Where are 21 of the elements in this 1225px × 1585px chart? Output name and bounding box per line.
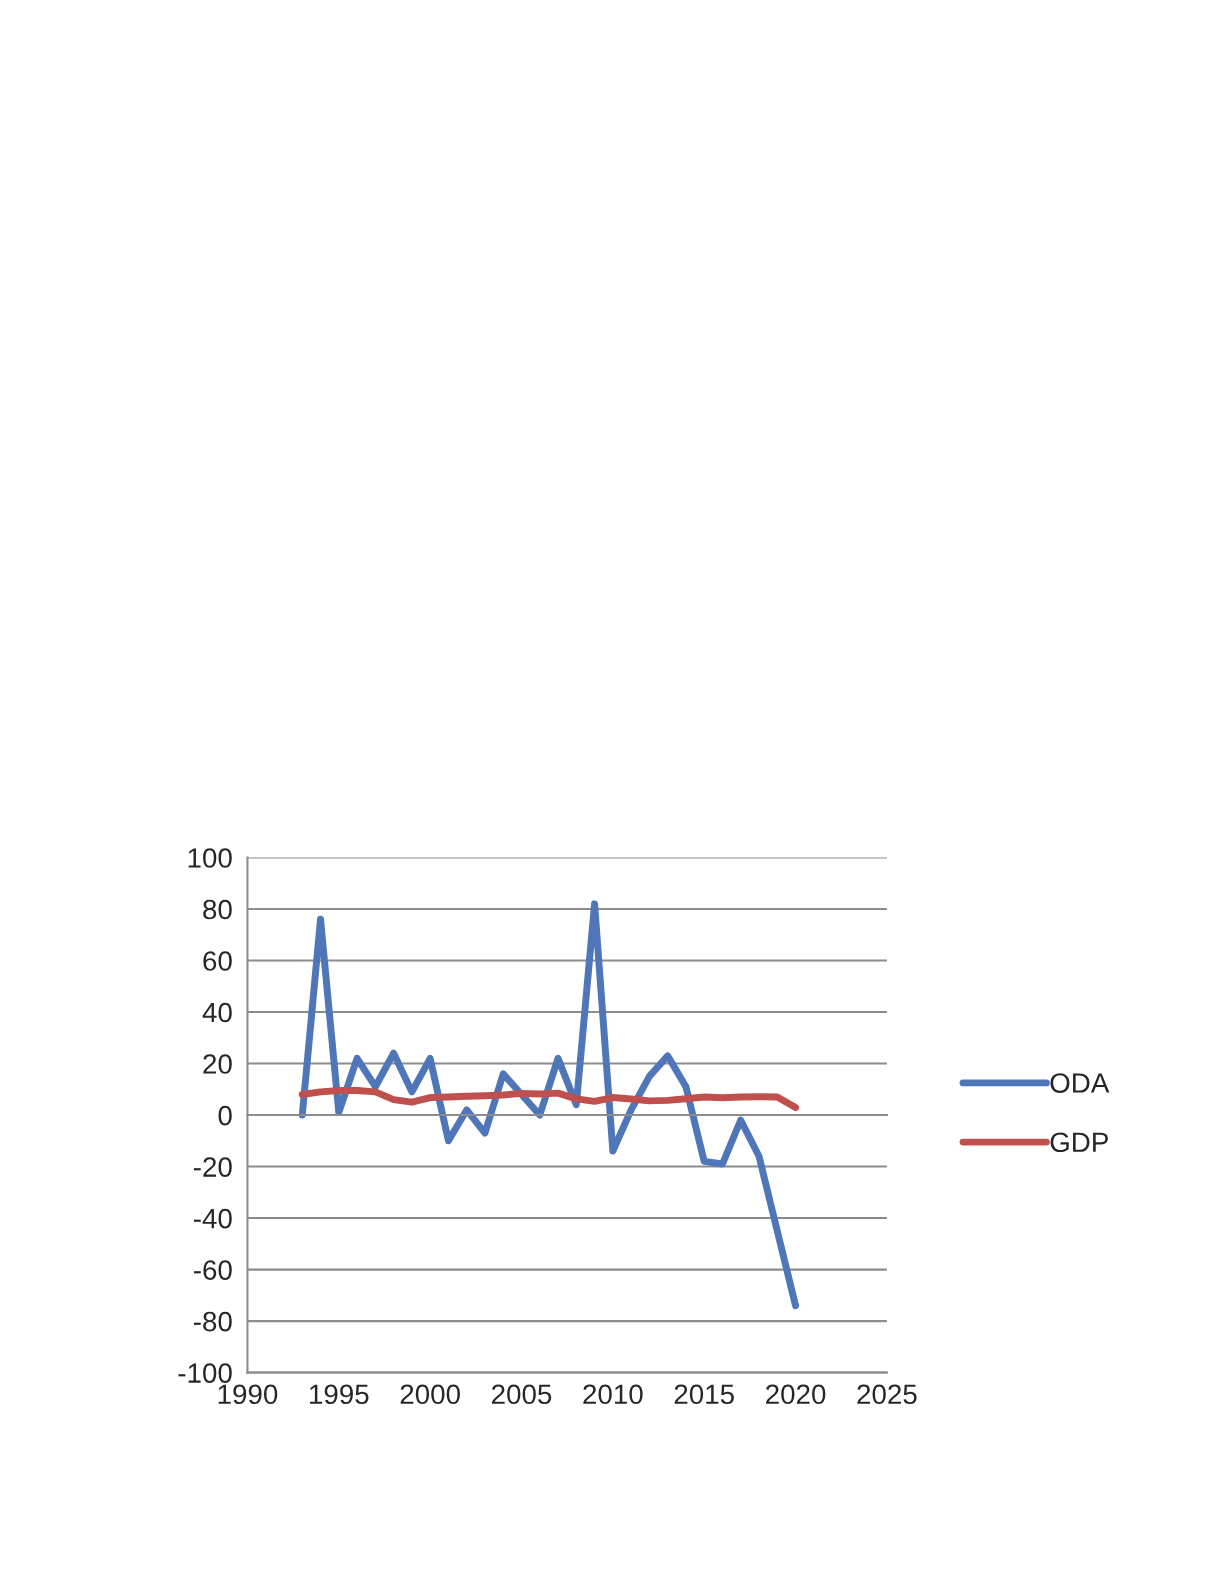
- x-tick-label: 2000: [400, 1384, 460, 1405]
- x-tick-label: 2025: [857, 1384, 917, 1405]
- y-tick-label: 0: [218, 1105, 232, 1126]
- x-tick-label: 2015: [674, 1384, 734, 1405]
- y-tick-label: 20: [203, 1054, 232, 1074]
- x-tick-label: 2005: [492, 1384, 552, 1405]
- y-tick-label: 40: [202, 1002, 232, 1023]
- y-tick-label: -100: [178, 1363, 232, 1383]
- y-tick-label: 80: [203, 899, 232, 920]
- x-tick-label: 1995: [310, 1384, 369, 1405]
- y-tick-label: -60: [193, 1260, 232, 1280]
- x-tick-label: 2020: [766, 1384, 826, 1405]
- y-tick-label: -20: [193, 1157, 232, 1177]
- x-tick-label: 2010: [583, 1384, 643, 1405]
- x-tick-label: 1990: [218, 1384, 278, 1405]
- legend-label: ODA: [1050, 1073, 1110, 1093]
- y-tick-label: -80: [193, 1311, 232, 1332]
- y-tick-label: 100: [188, 848, 232, 868]
- y-tick-label: 60: [203, 951, 232, 971]
- y-tick-label: -40: [193, 1208, 232, 1229]
- legend-label: GDP: [1050, 1132, 1108, 1153]
